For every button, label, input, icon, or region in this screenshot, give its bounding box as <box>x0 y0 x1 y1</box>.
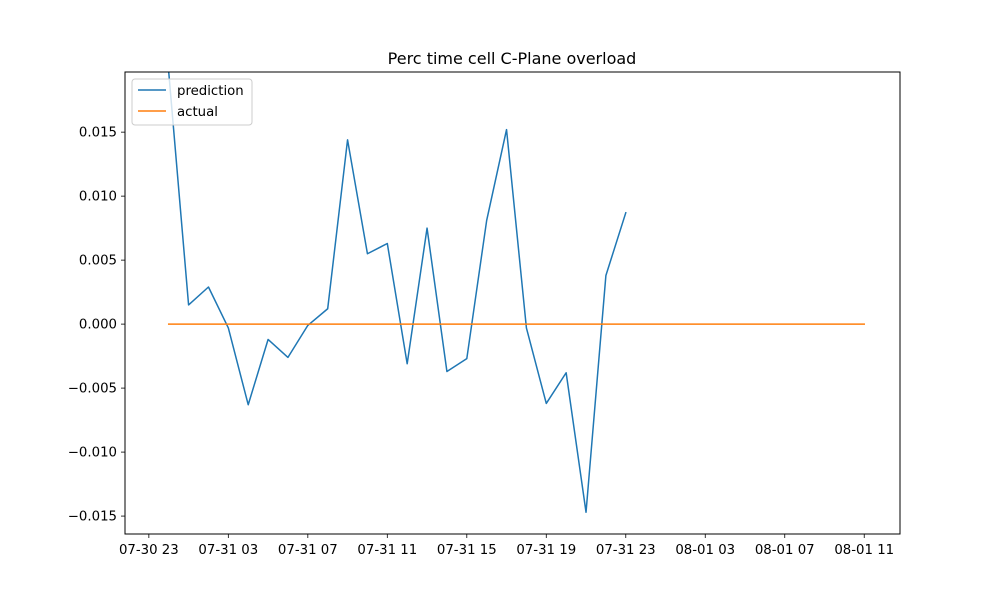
x-tick-label: 07-31 07 <box>278 543 338 558</box>
x-tick-label: 08-01 07 <box>755 543 815 558</box>
y-tick-label: 0.010 <box>79 190 117 205</box>
y-tick-label: 0.000 <box>79 318 117 333</box>
legend-label-actual: actual <box>177 105 218 120</box>
series-layer <box>167 72 865 513</box>
x-tick-label: 08-01 03 <box>675 543 735 558</box>
axes-frame <box>124 71 901 535</box>
y-tick-label: 0.005 <box>79 254 117 269</box>
chart-title: Perc time cell C-Plane overload <box>388 49 637 68</box>
x-tick-label: 07-31 11 <box>357 543 417 558</box>
x-tick-label: 07-31 03 <box>198 543 258 558</box>
x-tick-label: 07-30 23 <box>119 543 179 558</box>
x-tick-label: 07-31 23 <box>596 543 656 558</box>
plot-area: 07-30 23 07-31 03 07-31 07 07-31 11 07-31 15… <box>68 71 901 558</box>
x-axis: 07-30 23 07-31 03 07-31 07 07-31 11 07-31 15… <box>119 534 894 558</box>
legend-label-prediction: prediction <box>177 84 244 99</box>
x-tick-label: 07-31 15 <box>437 543 497 558</box>
y-tick-label: −0.005 <box>68 382 117 397</box>
x-tick-label: 07-31 19 <box>516 543 576 558</box>
y-tick-label: −0.015 <box>68 510 117 525</box>
x-tick-label: 08-01 11 <box>834 543 894 558</box>
y-tick-label: −0.010 <box>68 446 117 461</box>
legend: prediction actual <box>131 78 253 126</box>
y-axis: −0.015 −0.010 −0.005 0.000 0.005 0.010 0.015 <box>68 126 125 525</box>
y-tick-label: 0.015 <box>79 126 117 141</box>
series-line-prediction <box>167 72 627 513</box>
